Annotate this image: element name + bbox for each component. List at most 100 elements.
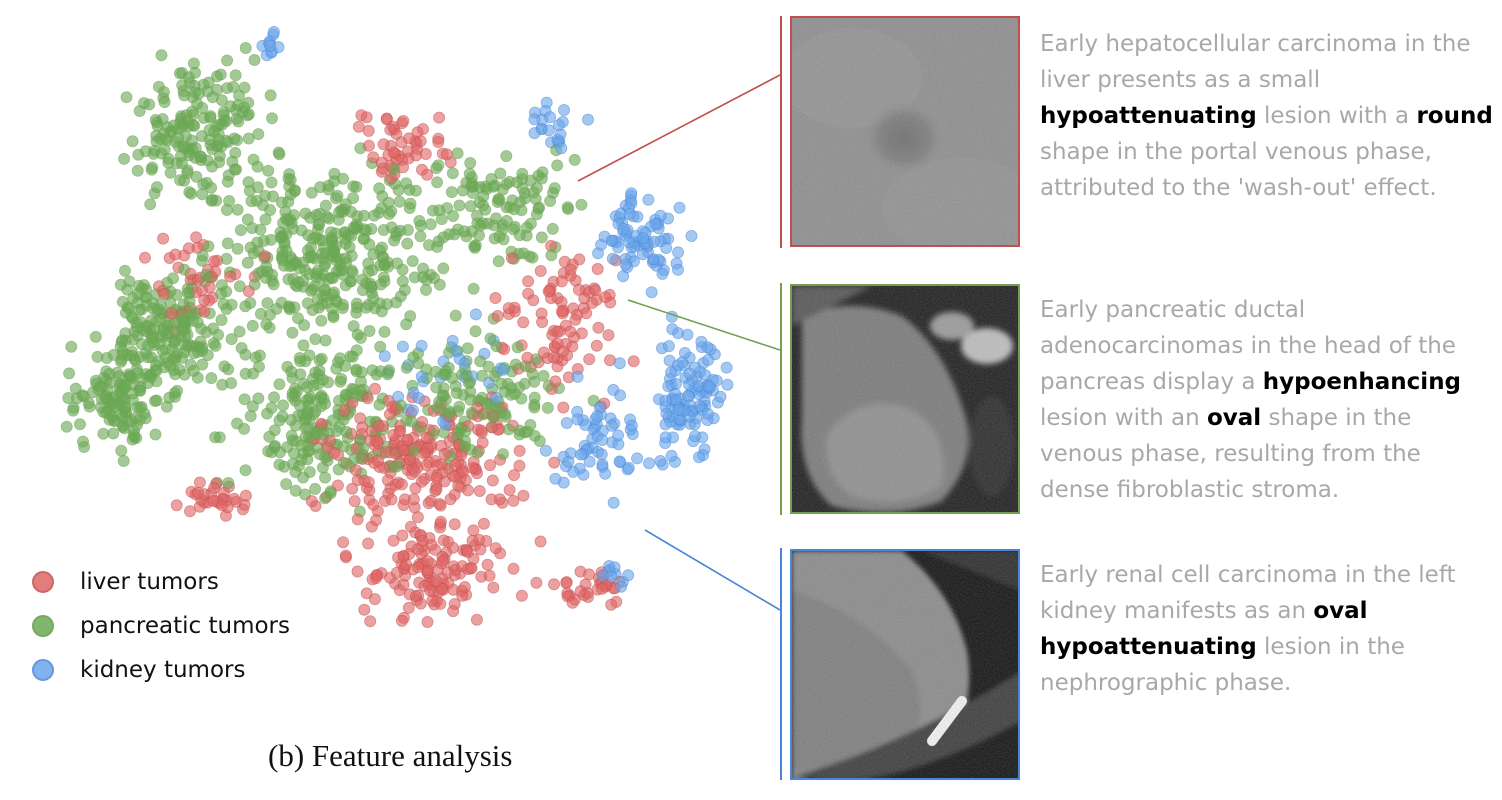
scatter-point-kidney (575, 448, 588, 461)
scatter-point-pancreatic (215, 94, 228, 107)
scatter-point-liver (349, 464, 362, 477)
scatter-point-pancreatic (490, 340, 503, 353)
scatter-point-pancreatic (273, 378, 286, 391)
scatter-point-pancreatic (246, 319, 259, 332)
scatter-point-liver (182, 242, 195, 255)
scatter-point-kidney (396, 340, 409, 353)
scatter-point-liver (385, 493, 398, 506)
scatter-point-liver (430, 472, 443, 485)
scatter-point-pancreatic (297, 339, 310, 352)
ct-image-liver (790, 16, 1020, 247)
scatter-point-kidney (681, 328, 694, 341)
scatter-point-pancreatic (300, 381, 313, 394)
scatter-point-pancreatic (234, 224, 247, 237)
scatter-point-kidney (662, 340, 675, 353)
scatter-point-liver (507, 494, 520, 507)
scatter-point-kidney (676, 356, 689, 369)
scatter-point-pancreatic (91, 350, 104, 363)
scatter-point-liver (564, 263, 577, 276)
scatter-point-kidney (665, 366, 678, 379)
scatter-point-pancreatic (339, 279, 352, 292)
description-keyword: hypoattenuating (1040, 103, 1257, 129)
scatter-point-kidney (701, 407, 714, 420)
scatter-point-pancreatic (323, 212, 336, 225)
scatter-point-liver (387, 146, 400, 159)
scatter-point-liver (372, 419, 385, 432)
scatter-point-pancreatic (533, 434, 546, 447)
scatter-point-kidney (591, 410, 604, 423)
scatter-point-pancreatic (172, 131, 185, 144)
scatter-point-pancreatic (164, 166, 177, 179)
scatter-point-kidney (558, 104, 571, 117)
scatter-point-pancreatic (529, 192, 542, 205)
scatter-point-liver (414, 135, 427, 148)
scatter-point-liver (208, 481, 221, 494)
scatter-point-pancreatic (405, 415, 418, 428)
scatter-point-pancreatic (273, 414, 286, 427)
scatter-point-kidney (665, 310, 678, 323)
scatter-point-pancreatic (264, 233, 277, 246)
scatter-point-pancreatic (222, 476, 235, 489)
scatter-point-pancreatic (390, 460, 403, 473)
scatter-point-pancreatic (535, 231, 548, 244)
scatter-point-liver (435, 458, 448, 471)
scatter-point-pancreatic (265, 112, 278, 125)
scatter-point-pancreatic (119, 306, 132, 319)
scatter-point-liver (404, 520, 417, 533)
scatter-point-liver (358, 603, 371, 616)
scatter-point-kidney (672, 246, 685, 259)
scatter-point-liver (579, 578, 592, 591)
scatter-point-liver (477, 517, 490, 530)
scatter-point-pancreatic (209, 431, 222, 444)
scatter-point-pancreatic (467, 282, 480, 295)
scatter-point-liver (444, 493, 457, 506)
scatter-point-liver (348, 495, 361, 508)
scatter-point-liver (483, 569, 496, 582)
scatter-point-liver (441, 566, 454, 579)
scatter-point-kidney (721, 378, 734, 391)
scatter-point-pancreatic (502, 423, 515, 436)
scatter-point-pancreatic (474, 355, 487, 368)
scatter-point-pancreatic (284, 173, 297, 186)
scatter-point-liver (493, 493, 506, 506)
scatter-point-pancreatic (133, 105, 146, 118)
scatter-point-liver (560, 577, 573, 590)
scatter-point-liver (572, 283, 585, 296)
scatter-point-pancreatic (119, 380, 132, 393)
scatter-point-pancreatic (300, 412, 313, 425)
scatter-point-kidney (264, 39, 277, 52)
scatter-point-kidney (659, 394, 672, 407)
scatter-point-liver (434, 515, 447, 528)
scatter-point-pancreatic (156, 344, 169, 357)
scatter-point-pancreatic (463, 167, 476, 180)
scatter-point-pancreatic (141, 339, 154, 352)
scatter-point-liver (592, 321, 605, 334)
scatter-point-pancreatic (103, 367, 116, 380)
scatter-point-pancreatic (394, 224, 407, 237)
scatter-point-pancreatic (412, 357, 425, 370)
scatter-point-kidney (660, 241, 673, 254)
scatter-point-pancreatic (494, 167, 507, 180)
scatter-point-liver (395, 614, 408, 627)
scatter-canvas (60, 25, 734, 629)
scatter-point-liver (527, 294, 540, 307)
scatter-point-liver (420, 431, 433, 444)
scatter-point-liver (557, 345, 570, 358)
scatter-point-pancreatic (357, 442, 370, 455)
scatter-point-liver (381, 474, 394, 487)
scatter-point-kidney (571, 413, 584, 426)
scatter-point-pancreatic (163, 359, 176, 372)
scatter-point-kidney (415, 370, 428, 383)
scatter-point-pancreatic (118, 152, 131, 165)
scatter-point-pancreatic (67, 404, 80, 417)
scatter-point-kidney (606, 252, 619, 265)
scatter-point-pancreatic (276, 254, 289, 267)
scatter-point-liver (305, 495, 318, 508)
scatter-point-pancreatic (216, 378, 229, 391)
scatter-point-pancreatic (378, 325, 391, 338)
scatter-point-pancreatic (126, 135, 139, 148)
scatter-point-pancreatic (209, 339, 222, 352)
scatter-point-pancreatic (340, 425, 353, 438)
scatter-point-pancreatic (267, 278, 280, 291)
scatter-point-liver (418, 447, 431, 460)
